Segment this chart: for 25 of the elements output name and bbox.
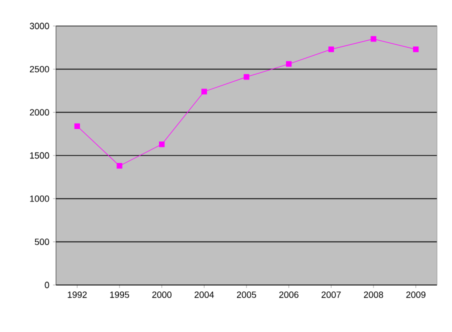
point [159, 141, 165, 148]
y-tick-label: 1000 [30, 195, 50, 202]
x-tick-label: 2005 [236, 292, 256, 298]
point [244, 74, 250, 80]
x-tick-label: 2004 [194, 292, 214, 298]
y-tick-label: 1500 [30, 152, 50, 159]
x-tick-label: 2007 [322, 292, 341, 298]
point [74, 123, 80, 129]
point [286, 61, 292, 67]
y-tick-label: 3000 [30, 22, 50, 30]
point [328, 46, 334, 52]
point [413, 46, 419, 52]
point [201, 88, 207, 94]
x-tick-label: 2008 [364, 292, 384, 298]
x-tick-label: 2006 [279, 292, 298, 298]
y-tick-label: 2000 [30, 109, 50, 116]
point [370, 36, 376, 42]
x-tick-label: 1992 [68, 292, 87, 298]
x-tick-label: 2000 [152, 292, 172, 298]
x-tick-label: 2009 [406, 292, 426, 298]
y-tick-label: 0 [44, 282, 50, 288]
y-tick-label: 2500 [30, 66, 50, 72]
x-tick-label: 1995 [110, 292, 130, 298]
y-tick-label: 500 [34, 238, 50, 246]
point [116, 163, 122, 169]
